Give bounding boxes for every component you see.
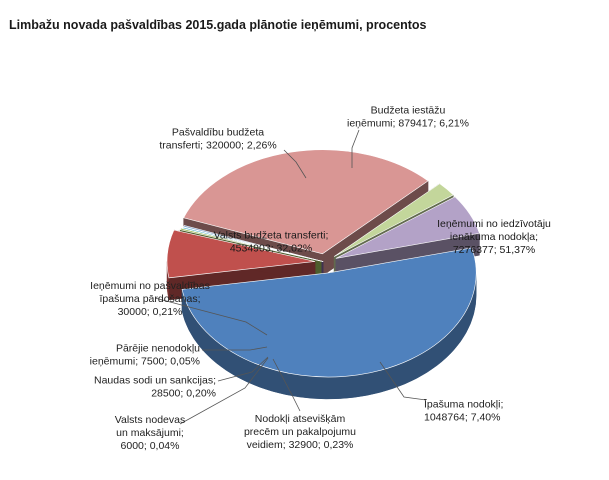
slice-label-line: Ieņēmumi no pašvaldības <box>90 280 210 292</box>
slice-label-vnm: Valsts nodevas un maksājumi; 6000; 0,04% <box>115 414 185 452</box>
slice-label-line: Valsts nodevas <box>115 414 185 426</box>
slice-bii <box>335 196 480 259</box>
slice-label-line: 4534903; 32,02% <box>230 243 312 255</box>
slice-label-ipp: Ieņēmumi no pašvaldības īpašuma pārdošana… <box>90 280 210 318</box>
leader-line-nss <box>217 356 269 382</box>
leader-line-vnm <box>179 357 269 425</box>
leader-line-nan <box>272 358 301 412</box>
slice-label-line: Budžeta iestāžu <box>371 105 446 117</box>
slice-label-line: un maksājumi; <box>116 427 184 439</box>
slice-label-line: ienākuma nodokļa; <box>450 231 538 243</box>
slice-label-iin: Ieņēmumi no iedzīvotāju ienākuma nodokļa;… <box>437 218 551 256</box>
slice-label-nss: Naudas sodi un sankcijas; 28500; 0,20% <box>94 375 216 400</box>
slice-label-line: īpašuma pārdošanas; <box>100 293 201 305</box>
slice-label-line: 6000; 0,04% <box>121 440 180 452</box>
slice-vbt <box>183 149 429 255</box>
slice-label-line: Naudas sodi un sankcijas; <box>94 375 216 387</box>
slice-label-line: 1048764; 7,40% <box>424 412 500 424</box>
slice-label-line: Valsts budžeta transferti; <box>214 230 329 242</box>
slice-label-line: Pašvaldību budžeta <box>172 127 264 139</box>
slice-label-line: 30000; 0,21% <box>118 306 183 318</box>
leader-line-pbt <box>283 149 307 179</box>
slice-label-nan: Nodokļi atsevišķām precēm un pakalpojumu v… <box>244 413 356 451</box>
leader-line-ipn <box>379 361 427 401</box>
leader-line-bii <box>351 129 360 168</box>
slice-label-line: precēm un pakalpojumu <box>244 426 356 438</box>
leader-line-pnn <box>202 346 268 351</box>
slice-ipp <box>183 225 324 262</box>
slice-label-bii: Budžeta iestāžu ieņēmumi; 879417; 6,21% <box>347 105 469 130</box>
slice-label-line: Ieņēmumi no iedzīvotāju <box>437 218 551 230</box>
slice-label-line: Īpašuma nodokļi; <box>424 399 503 411</box>
slice-iin <box>181 247 477 378</box>
slice-label-pnn: Pārējie nenodokļu ieņēmumi; 7500; 0,05% <box>90 343 200 368</box>
slice-label-line: 28500; 0,20% <box>151 388 216 400</box>
leader-line-ipp <box>154 297 268 336</box>
slice-label-line: veidiem; 32900; 0,23% <box>247 439 354 451</box>
slice-label-line: ieņēmumi; 7500; 0,05% <box>90 356 200 368</box>
slice-ipn <box>166 229 316 279</box>
slice-label-line: Nodokļi atsevišķām <box>255 413 346 425</box>
slice-label-ipn: Īpašuma nodokļi; 1048764; 7,40% <box>424 399 503 424</box>
slice-label-line: ieņēmumi; 879417; 6,21% <box>347 118 469 130</box>
slice-label-pbt: Pašvaldību budžeta transferti; 320000; 2,… <box>159 127 276 152</box>
chart-title: Limbažu novada pašvaldības 2015.gada plā… <box>9 18 427 32</box>
slice-label-vbt: Valsts budžeta transferti; 4534903; 32,02… <box>214 230 329 255</box>
slice-label-line: 7276377; 51,37% <box>453 244 535 256</box>
slice-pbt <box>333 183 454 257</box>
slice-label-line: Pārējie nenodokļu <box>116 343 200 355</box>
slice-label-line: transferti; 320000; 2,26% <box>159 140 276 152</box>
